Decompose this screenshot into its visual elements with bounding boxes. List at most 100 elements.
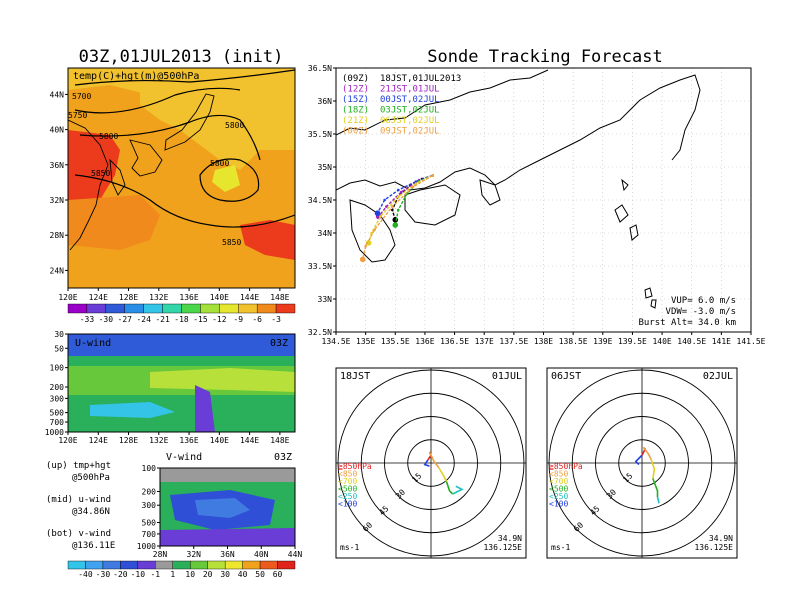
- hodograph_left-level-label: <700: [338, 477, 357, 486]
- vwind-colorbar-cell: [277, 560, 296, 570]
- map-colorbar-label: -24: [136, 315, 151, 324]
- map-frame: [67, 67, 296, 289]
- cold-core: [212, 165, 240, 192]
- note-bot-line1: (bot) v-wind: [46, 529, 111, 539]
- param-burst-alt: Burst Alt= 34.0 km: [638, 318, 736, 328]
- map-colorbar-label: -18: [174, 315, 189, 324]
- track-line-5: [361, 174, 433, 260]
- vwind-colorbar-cell: [67, 560, 86, 570]
- vwind-northerly-max: [195, 498, 250, 518]
- hodograph_right-trace-1: [642, 447, 653, 461]
- track-legend-code: (00Z): [342, 127, 369, 137]
- track-point-3: [405, 192, 409, 195]
- map-colorbar-label: -9: [233, 315, 243, 324]
- map-colorbar-label: -30: [99, 315, 114, 324]
- vwind-x-tick-label: 40N: [254, 550, 269, 559]
- coastline-china: [68, 119, 109, 251]
- hodograph_right-lon: 136.125E: [694, 543, 733, 552]
- map-colorbar: -33 -30 -27 -24 -21 -18 -15 -12 -9 -6 -3: [67, 303, 296, 324]
- uwind-y-tick-label: 100: [50, 364, 65, 373]
- vwind-x-tick-label: 44N: [288, 550, 303, 559]
- hodograph_left-level-label: <100: [338, 500, 357, 509]
- hodograph_left-trace-2: [438, 467, 448, 482]
- map-x-tick-label: 128E: [119, 293, 138, 302]
- map-colorbar-cell: [67, 303, 88, 314]
- uwind-label: U-wind: [75, 338, 111, 349]
- hodograph_right-time: 06JST: [551, 371, 581, 382]
- note-up-line2: @500hPa: [72, 473, 110, 483]
- track-point-4: [396, 195, 400, 198]
- vwind-upper-fill: [160, 468, 295, 482]
- uwind-y-tick-label: 500: [50, 409, 65, 418]
- contour-label-6: 5850: [91, 169, 110, 178]
- track-x-tick-label: 136E: [415, 337, 434, 346]
- map-x-ticks: 120E 124E 128E 132E 136E 140E 144E 148E: [58, 288, 290, 302]
- hodograph_right-trace-2: [650, 459, 656, 479]
- track-legend-code: (09Z): [342, 74, 369, 84]
- contour-label-1: 5700: [72, 92, 91, 101]
- vwind-section: [160, 468, 295, 546]
- map-x-tick-label: 140E: [210, 293, 229, 302]
- map-panel-title: 03Z,01JUL2013 (init): [79, 47, 284, 67]
- track-point-5: [359, 256, 366, 263]
- uwind-y-tick-label: 700: [50, 418, 65, 427]
- note-bot-line2: @136.11E: [72, 541, 115, 551]
- hodograph_left-trace-3: [445, 481, 454, 495]
- track-point-3: [392, 222, 399, 228]
- vwind-colorbar-cell: [120, 560, 139, 570]
- hodograph_right-trace-3: [652, 478, 659, 498]
- hodograph_left-level-label: ≧850hPa: [338, 462, 372, 471]
- contour-label-3: 5800: [99, 132, 118, 141]
- map-y-tick-label: 24N: [50, 266, 65, 275]
- track-x-tick-label: 138.5E: [559, 337, 588, 346]
- vwind-y-tick-label: 200: [142, 487, 157, 496]
- uwind-y-tick-label: 30: [54, 330, 64, 339]
- uwind-y-tick-label: 50: [54, 344, 64, 353]
- uwind-frame: [67, 333, 296, 433]
- vwind-colorbar-cell: [172, 560, 191, 570]
- vwind-label: V-wind: [166, 452, 202, 463]
- vwind-colorbar-label: -10: [131, 570, 146, 579]
- hodograph_right-lat: 34.9N: [709, 534, 733, 543]
- track-y-tick-label: 32.5N: [308, 328, 332, 337]
- param-vup: VUP= 6.0 m/s: [671, 296, 736, 306]
- map-colorbar-cell: [219, 303, 239, 314]
- uwind-easterly-pocket: [90, 402, 175, 418]
- map-y-tick-label: 36N: [50, 161, 65, 170]
- hodograph_right-level-label: <700: [549, 477, 568, 486]
- track-point-0: [391, 208, 394, 212]
- hodograph_left-date: 01JUL: [492, 371, 522, 382]
- coastline-islands: [479, 178, 657, 309]
- hodograph_left-level-label: <250: [338, 492, 357, 501]
- hodograph_left-trace-1: [428, 451, 440, 469]
- map-y-tick-label: 28N: [50, 231, 65, 240]
- track-legend: (09Z) 18JST,01JUL2013 (12Z) 21JST,01JUL (15Z…: [342, 74, 461, 137]
- hodograph_right-level-label: <500: [549, 485, 568, 494]
- vwind-colorbar-label: 50: [255, 570, 265, 579]
- vwind-colorbar-label: 60: [273, 570, 283, 579]
- track-y-tick-label: 33.5N: [308, 262, 332, 271]
- map-colorbar-label: -15: [193, 315, 208, 324]
- vwind-colorbar-label: -30: [96, 570, 111, 579]
- map-colorbar-label: -21: [155, 315, 170, 324]
- track-point-0: [392, 217, 399, 223]
- map-x-tick-label: 124E: [89, 293, 108, 302]
- map-x-tick-label: 136E: [179, 293, 198, 302]
- track-y-tick-label: 35N: [318, 163, 333, 172]
- contour-5850: [74, 174, 295, 228]
- vwind-colorbar-cell: [207, 560, 226, 570]
- track-point-2: [414, 180, 418, 183]
- uwind-section: [68, 334, 295, 432]
- map-subtitle: temp(C)+hgt(m)@500hPa: [73, 71, 199, 82]
- map-y-ticks: 24N 28N 32N 36N 40N 44N: [50, 90, 68, 275]
- track-lines: [359, 174, 434, 263]
- hodograph_right-unit: ms-1: [551, 543, 570, 552]
- map-colorbar-label: -6: [252, 315, 262, 324]
- map-colorbar-cell: [105, 303, 125, 314]
- track-point-1: [399, 190, 403, 194]
- legend-notes: (up) tmp+hgt @500hPa (mid) u-wind @34.86…: [46, 461, 115, 551]
- vwind-colorbar-label: 40: [238, 570, 248, 579]
- map-colorbar-cell: [124, 303, 144, 314]
- track-point-4: [379, 215, 382, 218]
